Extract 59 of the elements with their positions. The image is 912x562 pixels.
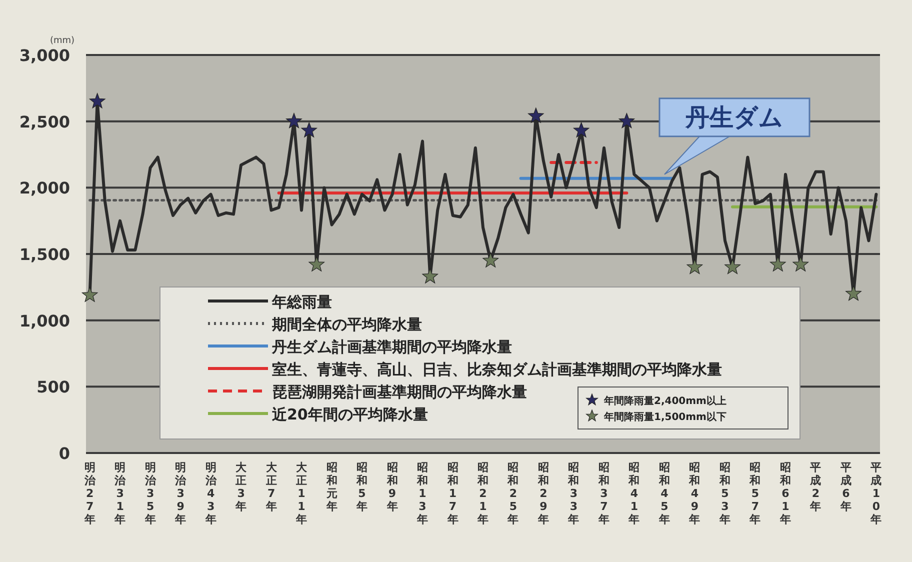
x-tick-label: 昭和13年 <box>416 461 428 526</box>
x-tick-label: 明治43年 <box>204 461 218 526</box>
x-tick-label: 明治31年 <box>114 461 127 526</box>
legend-label: 丹生ダム計画基準期間の平均降水量 <box>271 338 512 356</box>
x-tick-label: 昭和21年 <box>476 461 488 526</box>
x-tick-label: 昭和29年 <box>536 461 549 526</box>
point <box>286 113 302 128</box>
y-tick-label: 2,500 <box>19 112 70 132</box>
x-tick-label: 昭和45年 <box>658 461 670 526</box>
x-tick-label: 昭和57年 <box>748 461 761 526</box>
x-tick-label: 昭和61年 <box>778 461 791 526</box>
x-tick-label: 明治27年 <box>83 461 96 526</box>
legend-label: 年総雨量 <box>271 293 332 311</box>
point <box>792 256 808 272</box>
x-tick-label: 昭和37年 <box>597 461 610 526</box>
y-tick-label: 1,500 <box>19 245 70 264</box>
y-tick-label: 1,000 <box>19 311 70 330</box>
x-tick-label: 昭和33年 <box>567 461 580 526</box>
point <box>770 256 786 272</box>
x-tick-label: 明治35年 <box>144 461 157 526</box>
x-tick-label: 昭和53年 <box>718 461 730 526</box>
point <box>89 93 106 108</box>
y-axis-title: (mm) <box>50 36 75 46</box>
x-tick-label: 昭和41年 <box>628 461 640 526</box>
x-tick-label: 平成6年 <box>839 461 852 513</box>
legend-label: 年間降雨量2,400mm以上 <box>603 395 726 407</box>
y-tick-label: 500 <box>36 378 70 397</box>
x-tick-label: 昭和9年 <box>386 461 398 513</box>
x-tick-label: 平成10年 <box>870 461 882 526</box>
point <box>686 259 703 274</box>
point <box>308 256 324 272</box>
y-tick-label: 3,000 <box>19 46 70 65</box>
legend-label: 近20年間の平均降水量 <box>271 406 428 424</box>
x-tick-label: 昭和25年 <box>506 461 519 526</box>
point <box>528 108 544 123</box>
point <box>82 286 98 302</box>
annotation: 丹生ダム <box>684 103 784 132</box>
point <box>301 122 317 138</box>
x-tick-label: 平成2年 <box>809 461 822 513</box>
x-tick-label: 大正3年 <box>234 461 248 513</box>
y-tick-label: 0 <box>58 444 70 463</box>
y-tick-label: 2,000 <box>19 178 70 198</box>
legend-label: 年間降雨量1,500mm以下 <box>603 411 726 423</box>
legend-label: 期間全体の平均降水量 <box>271 316 422 334</box>
legend-label: 室生、青蓮寺、高山、日吉、比奈知ダム計画基準期間の平均降水量 <box>272 360 722 378</box>
point <box>422 268 438 284</box>
x-tick-label: 昭和元年 <box>325 461 338 513</box>
x-tick-label: 大正11年 <box>295 461 308 526</box>
x-tick-label: 昭和17年 <box>446 461 458 526</box>
point <box>573 122 590 138</box>
point <box>724 259 740 274</box>
x-tick-label: 大正7年 <box>264 461 278 513</box>
x-tick-label: 昭和5年 <box>356 461 368 513</box>
point <box>482 252 498 268</box>
x-tick-label: 昭和49年 <box>688 461 700 526</box>
legend-label: 琵琶湖開発計画基準期間の平均降水量 <box>272 383 527 401</box>
point <box>618 113 635 128</box>
point <box>846 286 862 301</box>
x-tick-label: 明治39年 <box>174 461 188 526</box>
